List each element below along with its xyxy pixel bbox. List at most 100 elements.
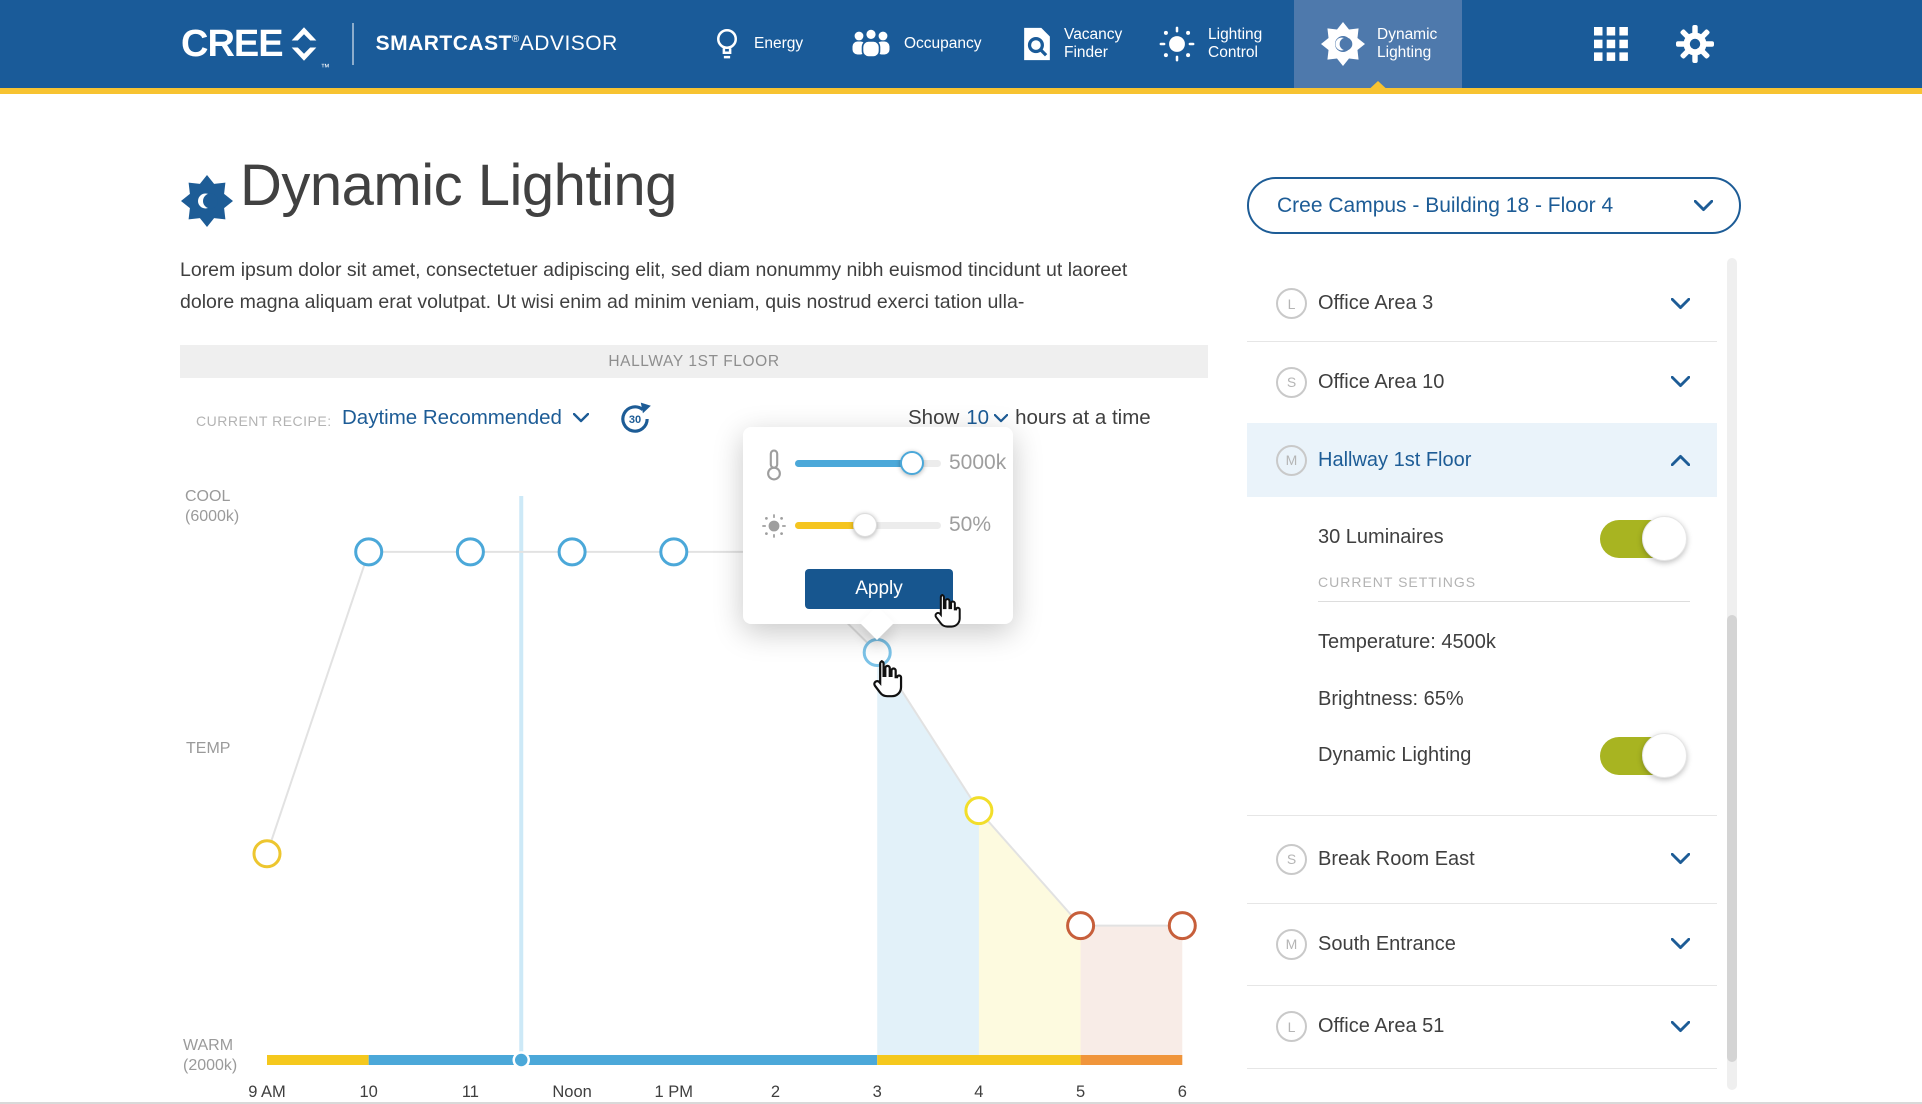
grid-icon: [1594, 27, 1628, 61]
dynamic-lighting-toggle[interactable]: [1600, 733, 1687, 778]
current-time-line: [519, 496, 524, 1060]
current-temperature: Temperature: 4500k: [1318, 631, 1496, 653]
temperature-slider[interactable]: [795, 451, 941, 475]
brand-divider: [351, 23, 354, 65]
chart-point-5[interactable]: [1066, 911, 1096, 941]
chevron-down-icon: [1671, 853, 1690, 864]
nav-label-vacancy-finder: Vacancy Finder: [1064, 25, 1123, 61]
show-hours-dropdown[interactable]: 10: [966, 406, 1009, 430]
brightness-slider-fill: [795, 522, 866, 529]
chart-point-noon[interactable]: [557, 537, 587, 567]
x-axis-label: 6: [1177, 1083, 1187, 1101]
toggle-knob: [1642, 516, 1687, 561]
thermometer-icon: [767, 449, 781, 481]
chevron-down-icon: [994, 413, 1009, 422]
page-title: Dynamic Lighting: [240, 153, 677, 218]
size-badge: L: [1276, 288, 1307, 319]
chevron-down-icon: [1671, 1020, 1690, 1032]
x-axis-label: 10: [359, 1083, 378, 1101]
y-axis-label-cool: COOL (6000k): [185, 488, 240, 525]
x-axis-label: 5: [1076, 1083, 1086, 1101]
settings-button[interactable]: [1675, 0, 1715, 88]
nav-label-dynamic-lighting: Dynamic Lighting: [1377, 25, 1438, 61]
x-axis-label: 4: [974, 1083, 984, 1101]
chevron-down-icon: [572, 413, 589, 423]
y-axis-label-warm: WARM (2000k): [183, 1037, 238, 1074]
area-row-office-area-10[interactable]: S Office Area 10: [1247, 341, 1717, 423]
row-divider: [1247, 815, 1717, 816]
temperature-slider-knob[interactable]: [899, 451, 924, 475]
area-name: Office Area 51: [1318, 1015, 1445, 1037]
chevron-down-icon: [1671, 297, 1690, 309]
area-name: Office Area 10: [1318, 370, 1445, 393]
brand[interactable]: CREE ™ SMARTCAST®ADVISOR: [181, 0, 618, 88]
nav-item-lighting-control[interactable]: Lighting Control: [1158, 0, 1268, 88]
show-suffix: hours at a time: [1015, 406, 1151, 429]
active-tab-caret: [1364, 81, 1392, 94]
chart-point-11[interactable]: [455, 537, 485, 567]
point-edit-popup: 5000k 50% Apply: [743, 427, 1013, 640]
current-time-dot: [512, 1051, 530, 1069]
location-selector-value: Cree Campus - Building 18 - Floor 4: [1277, 193, 1614, 217]
refresh-minutes: 30: [629, 414, 641, 426]
current-brightness: Brightness: 65%: [1318, 688, 1464, 710]
chart-section-title: HALLWAY 1ST FLOOR: [608, 352, 780, 370]
area-row-hallway-1st-floor[interactable]: M Hallway 1st Floor: [1247, 423, 1717, 497]
brightness-slider-knob[interactable]: [853, 513, 878, 537]
current-settings-label: CURRENT SETTINGS: [1318, 574, 1477, 590]
area-row-office-area-51[interactable]: L Office Area 51: [1247, 985, 1717, 1068]
hand-cursor-apply: [934, 593, 961, 628]
chart-point-9am[interactable]: [252, 839, 282, 869]
cree-diamond-icon: [291, 27, 316, 61]
temperature-value: 5000k: [949, 451, 1007, 474]
brightness-sun-icon: [762, 514, 786, 538]
nav-item-energy[interactable]: Energy: [712, 0, 806, 88]
settings-divider: [1318, 601, 1690, 602]
chart-point-4[interactable]: [964, 796, 994, 826]
x-axis: 9 AM 10 11 Noon 1 PM 2 3 4 5 6: [0, 1083, 1280, 1104]
recipe-dropdown[interactable]: Daytime Recommended: [342, 406, 589, 430]
area-row-break-room-east[interactable]: S Break Room East: [1247, 815, 1717, 903]
timeline-segment: [1080, 1055, 1183, 1065]
area-row-office-area-3[interactable]: L Office Area 3: [1247, 266, 1717, 341]
gear-icon: [1676, 25, 1714, 63]
trademark: ™: [320, 62, 330, 72]
refresh-30-icon[interactable]: 30: [616, 400, 654, 438]
app-grid-button[interactable]: [1594, 0, 1628, 88]
area-name: Hallway 1st Floor: [1318, 448, 1472, 471]
location-selector[interactable]: Cree Campus - Building 18 - Floor 4: [1247, 177, 1741, 234]
size-badge: S: [1276, 366, 1307, 398]
brightness-value: 50%: [949, 513, 992, 536]
chevron-down-icon: [1671, 938, 1690, 949]
chart-point-10[interactable]: [354, 537, 384, 567]
temperature-schedule-chart: [252, 496, 1197, 1069]
dynamic-lighting-title-icon: [181, 175, 233, 227]
nav-item-vacancy-finder[interactable]: Vacancy Finder: [1022, 0, 1126, 88]
timeline-segment: [267, 1055, 369, 1065]
nav-label-energy: Energy: [754, 34, 804, 52]
area-name: Office Area 3: [1318, 292, 1434, 314]
chevron-down-icon: [1694, 199, 1713, 211]
row-divider: [1247, 903, 1717, 904]
chevron-down-icon: [1671, 376, 1690, 387]
panel-scrollbar-thumb[interactable]: [1727, 615, 1737, 1062]
area-row-south-entrance[interactable]: M South Entrance: [1247, 903, 1717, 985]
recipe-dropdown-value: Daytime Recommended: [342, 406, 562, 429]
product-bold: SMARTCAST: [375, 32, 512, 55]
nav-item-dynamic-lighting[interactable]: Dynamic Lighting: [1294, 0, 1462, 88]
registered-mark: ®: [511, 34, 520, 45]
x-axis-label: 1 PM: [654, 1083, 694, 1101]
apply-button[interactable]: Apply: [805, 569, 953, 609]
hand-cursor-point: [873, 660, 903, 698]
size-badge: M: [1276, 928, 1307, 960]
size-badge: S: [1276, 843, 1307, 875]
timeline-segment: [877, 1055, 1081, 1065]
chart-point-1pm[interactable]: [659, 537, 689, 567]
row-divider: [1247, 341, 1717, 342]
nav-item-occupancy[interactable]: Occupancy: [850, 0, 988, 88]
brightness-slider[interactable]: [795, 513, 941, 537]
show-hours-control: Show 10 hours at a time: [908, 406, 1151, 430]
people-icon: [852, 29, 890, 58]
chart-point-6[interactable]: [1167, 911, 1197, 941]
luminaires-toggle[interactable]: [1600, 516, 1687, 561]
